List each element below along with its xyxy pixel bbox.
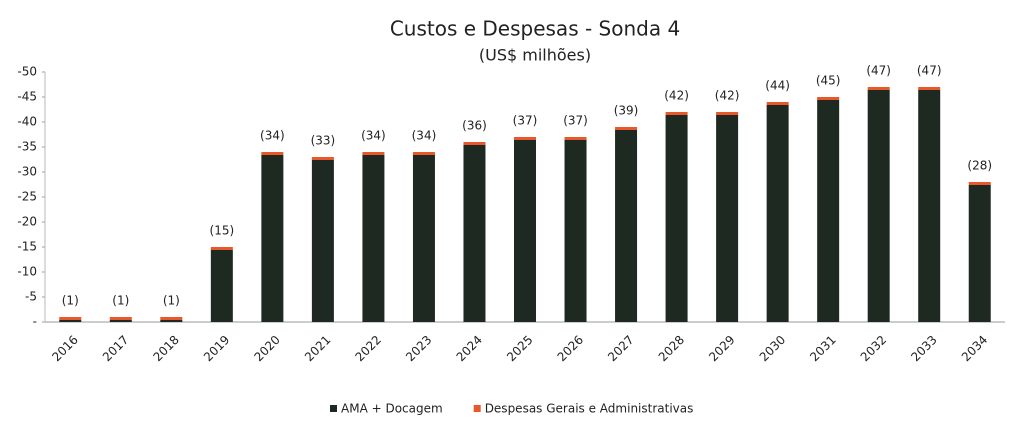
bar-segment (766, 102, 789, 105)
chart-title: Custos e Despesas - Sonda 4 (390, 17, 680, 41)
legend-label: Despesas Gerais e Administrativas (485, 402, 694, 416)
bar-segment (109, 320, 132, 322)
total-label: (44) (765, 79, 790, 93)
y-tick-label: -35 (17, 140, 37, 154)
total-label: (47) (917, 64, 942, 78)
x-tick-label: 2028 (656, 333, 687, 364)
bar-segment (665, 112, 688, 115)
bar-segment (564, 140, 587, 322)
x-tick-label: 2021 (302, 333, 333, 364)
bar-segment (261, 155, 284, 322)
legend-label: AMA + Docagem (341, 402, 443, 416)
x-tick-label: 2020 (251, 333, 282, 364)
total-label: (1) (62, 294, 79, 308)
bar-segment (412, 155, 435, 322)
bar-segment (362, 155, 385, 322)
x-tick-label: 2019 (201, 333, 232, 364)
bar-segment (918, 87, 941, 90)
bar-segment (210, 250, 233, 322)
bar-segment (160, 317, 183, 320)
x-tick-label: 2034 (959, 333, 990, 364)
bar-segment (867, 90, 890, 322)
bar-segment (514, 137, 536, 140)
y-tick-label: -15 (17, 240, 37, 254)
x-tick-label: 2030 (757, 333, 788, 364)
total-label: (1) (163, 294, 180, 308)
x-tick-label: 2025 (504, 333, 535, 364)
y-tick-label: -5 (25, 290, 37, 304)
x-tick-label: 2032 (858, 333, 889, 364)
total-label: (15) (210, 224, 235, 238)
bar-segment (564, 137, 587, 140)
y-tick-label: -10 (17, 265, 37, 279)
x-tick-label: 2023 (403, 333, 434, 364)
bar-segment (968, 185, 991, 322)
total-label: (1) (112, 294, 129, 308)
bar-segment (109, 317, 132, 320)
bar-segment (160, 320, 183, 322)
bar-segment (817, 97, 840, 100)
bar-segment (412, 152, 435, 155)
bar-segment (716, 112, 739, 115)
bar-segment (362, 152, 385, 155)
y-tick-label: -40 (17, 115, 37, 129)
legend-swatch (473, 405, 481, 412)
total-label: (34) (412, 129, 437, 143)
bar-segment (615, 130, 638, 322)
total-label: (42) (715, 89, 740, 103)
total-label: (37) (563, 114, 588, 128)
bar-segment (514, 140, 536, 322)
total-label: (37) (513, 114, 538, 128)
total-label: (34) (361, 129, 386, 143)
bar-segment (665, 115, 688, 322)
total-label: (28) (967, 159, 992, 173)
bar-segment (59, 320, 82, 322)
y-tick-label: - (33, 315, 37, 329)
bar-segment (311, 157, 334, 160)
x-tick-label: 2031 (807, 333, 838, 364)
bar-segment (968, 182, 991, 185)
y-tick-label: -20 (17, 215, 37, 229)
total-label: (47) (866, 64, 891, 78)
x-tick-label: 2024 (454, 333, 485, 364)
total-label: (45) (816, 74, 841, 88)
y-tick-label: -45 (17, 90, 37, 104)
bar-segment (59, 317, 82, 320)
chart-subtitle: (US$ milhões) (479, 46, 591, 65)
total-label: (42) (664, 89, 689, 103)
x-tick-label: 2022 (353, 333, 384, 364)
bar-segment (817, 100, 840, 322)
y-tick-label: -30 (17, 165, 37, 179)
x-tick-label: 2033 (908, 333, 939, 364)
x-tick-label: 2017 (100, 333, 131, 364)
total-label: (34) (260, 129, 285, 143)
bar-segment (766, 105, 789, 322)
bar-segment (210, 247, 233, 250)
y-tick-label: -25 (17, 190, 37, 204)
y-tick-label: -50 (17, 65, 37, 79)
bar-segment (463, 142, 486, 145)
bar-segment (716, 115, 739, 322)
bar-segment (867, 87, 890, 90)
x-tick-label: 2027 (605, 333, 636, 364)
total-label: (33) (311, 134, 336, 148)
x-tick-label: 2029 (706, 333, 737, 364)
x-tick-label: 2016 (49, 333, 80, 364)
total-label: (39) (614, 104, 639, 118)
bar-segment (311, 160, 334, 322)
bar-segment (918, 90, 941, 322)
bar-segment (463, 145, 486, 322)
legend-swatch (330, 405, 337, 412)
bar-segment (615, 127, 638, 130)
x-tick-label: 2018 (150, 333, 181, 364)
bar-segment (261, 152, 284, 155)
total-label: (36) (462, 119, 487, 133)
x-tick-label: 2026 (555, 333, 586, 364)
